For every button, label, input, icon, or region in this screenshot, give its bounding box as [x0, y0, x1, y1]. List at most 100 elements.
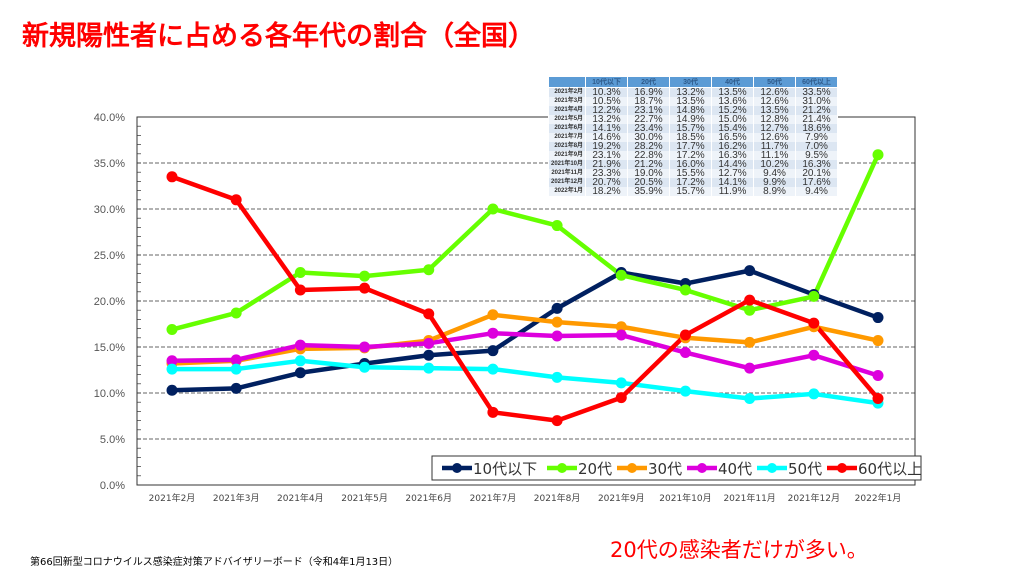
table-column-header: 60代以上 [795, 76, 839, 88]
table-row: 2021年12月 20.7% 20.5% 17.2% 14.1% 9.9% 17.6% [547, 178, 839, 188]
table-row-header: 2021年3月 [547, 97, 587, 106]
data-point [166, 355, 178, 367]
table-row-header: 2022年1月 [547, 187, 587, 196]
series-line-60代以上 [171, 174, 880, 423]
data-point [551, 220, 563, 232]
table-row-header: 2021年10月 [547, 160, 587, 169]
table-cell: 15.7% [669, 187, 713, 197]
x-tick-label: 2021年3月 [213, 492, 260, 504]
data-point [487, 203, 499, 215]
y-tick-label: 20.0% [94, 296, 125, 308]
data-point [230, 354, 242, 366]
data-point [423, 362, 435, 374]
series-line-10代以下 [171, 268, 879, 393]
x-tick-label: 2021年4月 [277, 492, 324, 504]
table-row: 2021年8月 19.2% 28.2% 17.7% 16.2% 11.7% 7.0% [547, 142, 839, 152]
table-cell: 7.0% [795, 142, 839, 152]
table-cell: 21.4% [795, 115, 839, 125]
data-point [679, 347, 691, 359]
data-point [615, 377, 627, 389]
data-point [294, 339, 306, 351]
series-line-40代 [171, 330, 879, 378]
table-row: 2021年11月 23.3% 19.0% 15.5% 12.7% 9.4% 20.1% [547, 169, 839, 179]
data-point [487, 309, 499, 321]
data-point [166, 363, 178, 375]
legend-swatch-marker [557, 463, 567, 473]
y-tick-label: 0.0% [100, 480, 125, 492]
legend-label: 30代 [648, 460, 682, 478]
data-point [551, 316, 563, 328]
data-point [808, 317, 820, 329]
data-point [872, 370, 884, 382]
table-column-header: 40代 [711, 76, 755, 88]
data-point [230, 307, 242, 319]
data-point [166, 324, 178, 336]
x-tick-label: 2021年11月 [723, 492, 775, 504]
data-point [166, 384, 178, 396]
table-cell: 9.5% [795, 151, 839, 161]
legend-swatch-marker [627, 463, 637, 473]
data-point [487, 345, 499, 357]
data-point [294, 266, 306, 278]
table-row: 2021年4月 12.2% 23.1% 14.8% 15.2% 13.5% 21.2% [547, 106, 839, 116]
table-cell: 17.6% [795, 178, 839, 188]
table-row: 2021年6月 14.1% 23.4% 15.7% 15.4% 12.7% 18.6% [547, 124, 839, 134]
page-title: 新規陽性者に占める各年代の割合（全国） [22, 21, 535, 52]
table-cell: 9.4% [795, 187, 839, 197]
table-row-header: 2021年11月 [547, 169, 587, 178]
data-point [359, 341, 371, 353]
data-point [679, 284, 691, 296]
table-cell: 18.6% [795, 124, 839, 134]
x-tick-label: 2021年10月 [659, 492, 711, 504]
table-cell: 31.0% [795, 97, 839, 107]
x-tick-label: 2021年8月 [534, 492, 581, 504]
x-tick-label: 2021年2月 [149, 492, 196, 504]
data-point [615, 269, 627, 281]
data-point [872, 149, 884, 161]
table-row: 2021年3月 10.5% 18.7% 13.5% 13.6% 12.6% 31.0% [547, 97, 839, 107]
data-point [359, 270, 371, 282]
data-point [744, 393, 756, 405]
x-tick-label: 2021年6月 [405, 492, 452, 504]
table-header-row: 10代以下 20代 30代 40代 50代 60代以上 [547, 76, 839, 88]
table-row-header: 2021年9月 [547, 151, 587, 160]
data-point [294, 284, 306, 296]
legend-swatch-marker [452, 463, 462, 473]
table-row: 2021年5月 13.2% 22.7% 14.9% 15.0% 12.8% 21.4% [547, 115, 839, 125]
legend-swatch-marker [767, 463, 777, 473]
y-tick-label: 5.0% [100, 434, 125, 446]
table-cell: 16.3% [795, 160, 839, 170]
data-point [615, 329, 627, 341]
data-point [487, 406, 499, 418]
data-point [615, 321, 627, 333]
y-tick-label: 15.0% [94, 342, 125, 354]
table-column-header: 30代 [669, 76, 713, 88]
data-point [744, 294, 756, 306]
table-row-header: 2021年2月 [547, 87, 587, 97]
data-point [359, 282, 371, 294]
data-point [744, 336, 756, 348]
data-point [551, 302, 563, 314]
series-line-50代 [172, 358, 879, 406]
data-point [551, 371, 563, 383]
table-corner-cell [547, 76, 587, 88]
table-column-header: 50代 [753, 76, 797, 88]
data-point [551, 415, 563, 427]
data-point [872, 335, 884, 347]
data-point [230, 382, 242, 394]
data-point [872, 393, 884, 405]
data-point [744, 265, 756, 277]
data-point [808, 349, 820, 361]
table-row: 2021年2月 10.3% 16.9% 13.2% 13.5% 12.6% 33.5% [547, 87, 839, 97]
table-column-header: 10代以下 [585, 76, 629, 88]
x-tick-label: 2021年7月 [470, 492, 517, 504]
data-point [551, 330, 563, 342]
data-point [423, 337, 435, 349]
data-point [294, 355, 306, 367]
table-cell: 20.1% [795, 169, 839, 179]
data-point [744, 304, 756, 316]
data-point [359, 361, 371, 373]
x-tick-label: 2021年12月 [788, 492, 840, 504]
table-row-header: 2021年4月 [547, 106, 587, 115]
data-point [808, 388, 820, 400]
